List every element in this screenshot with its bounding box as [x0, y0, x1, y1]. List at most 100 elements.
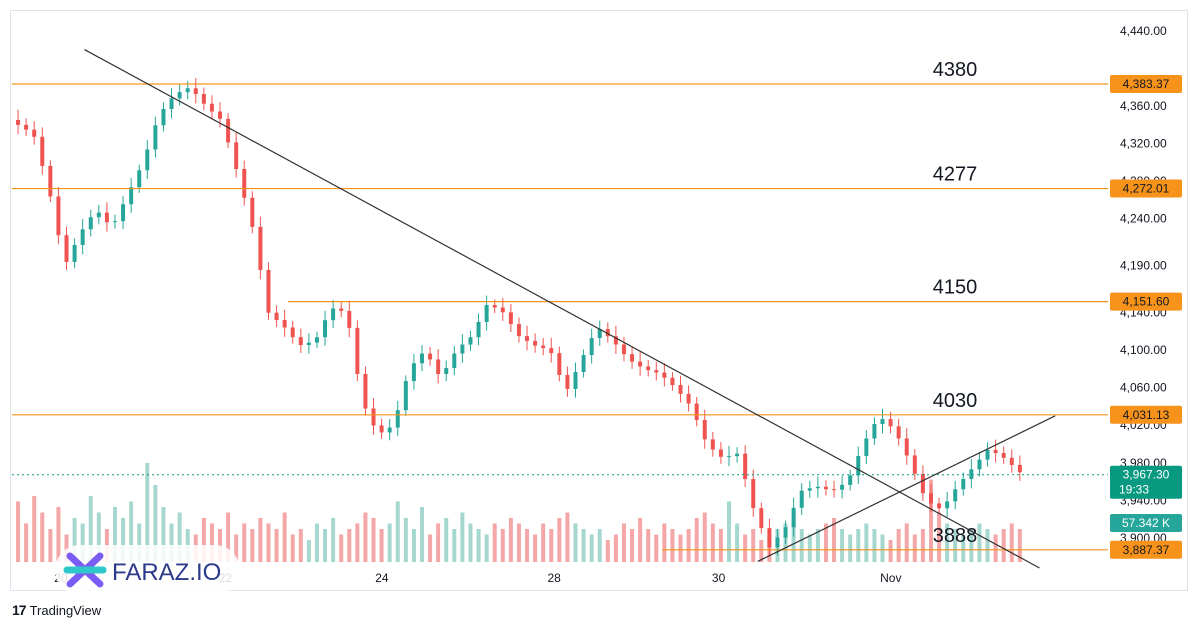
volume-bar	[500, 529, 505, 562]
candle-body	[589, 338, 594, 356]
volume-bar	[64, 534, 69, 562]
volume-bar	[743, 534, 748, 562]
volume-bar	[710, 523, 715, 562]
candle-body	[452, 353, 457, 369]
candle-body	[823, 486, 828, 490]
level-annotation: 3888	[933, 525, 978, 547]
volume-bar	[1001, 529, 1006, 562]
candle-body	[226, 118, 231, 143]
candle-body	[460, 344, 465, 354]
volume-bar	[460, 512, 465, 562]
candle-body	[363, 373, 368, 409]
volume-bar	[323, 529, 328, 562]
volume-bar	[363, 512, 368, 562]
volume-bar	[985, 529, 990, 562]
candle-body	[306, 342, 311, 346]
volume-bar	[177, 512, 182, 562]
candle-body	[56, 196, 61, 236]
level-price-label: 4,151.60	[1123, 295, 1170, 309]
volume-bar	[452, 529, 457, 562]
faraz-watermark: FARAZ.IO	[55, 545, 240, 595]
volume-bar	[314, 523, 319, 562]
candle-body	[428, 353, 433, 360]
volume-bar	[96, 512, 101, 562]
volume-bar	[678, 534, 683, 562]
current-price-label: 3,967.30	[1123, 468, 1170, 482]
volume-bar	[476, 529, 481, 562]
volume-bar	[80, 523, 85, 562]
volume-bar	[937, 512, 942, 562]
volume-bar	[40, 512, 45, 562]
candle-body	[686, 393, 691, 404]
y-tick-label: 4,320.00	[1120, 136, 1167, 150]
level-annotation: 4380	[933, 59, 978, 81]
volume-bar	[670, 529, 675, 562]
level-annotation: 4150	[933, 277, 978, 299]
volume-bar	[993, 534, 998, 562]
price-markers: 4,383.37 4,272.01 4,151.60 4,031.13 3,887.37…	[12, 74, 1182, 559]
candle-body	[597, 328, 602, 339]
candle-body	[218, 111, 223, 119]
volume-bar	[759, 540, 764, 562]
candle-body	[258, 226, 263, 270]
volume-bar	[16, 501, 21, 562]
volume-bar	[799, 529, 804, 562]
volume-bar	[169, 523, 174, 562]
volume-bar	[581, 529, 586, 562]
candle-body	[48, 165, 53, 197]
candle-body	[694, 403, 699, 420]
candle-body	[815, 486, 820, 489]
candle-body	[72, 244, 77, 262]
candle-body	[848, 475, 853, 485]
candle-body	[525, 336, 530, 341]
volume-bar	[791, 518, 796, 562]
volume-bar	[1017, 529, 1022, 562]
trendline	[84, 49, 1040, 569]
volume-bar	[533, 534, 538, 562]
countdown-label: 19:33	[1119, 483, 1149, 497]
trendline	[757, 415, 1056, 562]
horizontal-levels: 4380 4277 4150 4030 3888	[12, 59, 1108, 551]
tradingview-logo[interactable]: 17 TradingView	[12, 602, 101, 618]
candle-body	[565, 374, 570, 389]
volume-bar	[516, 523, 521, 562]
volume-bar	[856, 529, 861, 562]
volume-bar	[751, 529, 756, 562]
candle-body	[646, 366, 651, 371]
candle-body	[444, 368, 449, 375]
candle-body	[807, 488, 812, 491]
y-tick-label: 4,190.00	[1120, 259, 1167, 273]
candle-body	[630, 354, 635, 362]
candle-body	[961, 479, 966, 490]
volume-bar	[508, 518, 513, 562]
level-price-tag	[1110, 179, 1182, 198]
volume-bar	[24, 523, 29, 562]
volume-bar	[88, 496, 93, 562]
candle-body	[153, 125, 158, 150]
candle-body	[169, 98, 174, 110]
candle-body	[969, 469, 974, 480]
volume-bar	[218, 529, 223, 562]
volume-bar	[153, 485, 158, 562]
volume-bar	[961, 534, 966, 562]
volume-bar	[419, 507, 424, 562]
candle-body	[242, 168, 247, 198]
faraz-logo-icon	[63, 552, 107, 588]
volume-bar	[904, 523, 909, 562]
candle-body	[395, 410, 400, 428]
volume-bar	[605, 540, 610, 562]
candle-body	[605, 328, 610, 337]
candle-body	[476, 321, 481, 338]
volume-bar	[928, 479, 933, 562]
volume-bar	[355, 523, 360, 562]
volume-bar	[621, 523, 626, 562]
volume-bar	[589, 534, 594, 562]
level-price-label: 3,887.37	[1123, 543, 1170, 557]
tradingview-mark-icon: 17	[12, 602, 27, 618]
candle-body	[670, 377, 675, 386]
candle-body	[872, 423, 877, 439]
volume-bar	[266, 523, 271, 562]
volume-bar	[274, 529, 279, 562]
candle-body	[920, 473, 925, 494]
